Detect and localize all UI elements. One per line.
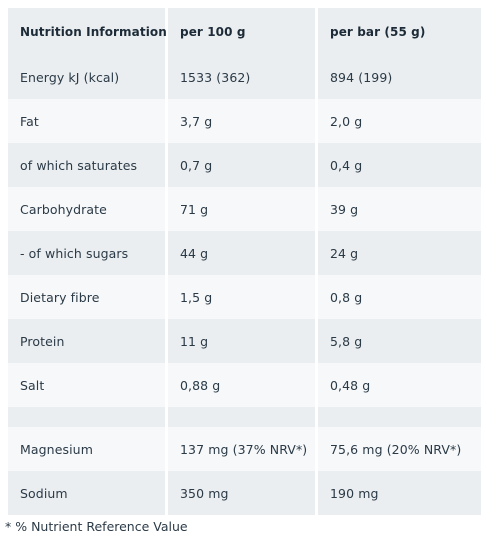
row-label: Protein [8, 319, 168, 363]
row-value-per-100g: 1,5 g [168, 275, 318, 319]
row-label: Salt [8, 363, 168, 407]
row-value-per-bar: 39 g [318, 187, 481, 231]
row-label: Carbohydrate [8, 187, 168, 231]
row-value-per-bar: 0,4 g [318, 143, 481, 187]
footnote: * % Nutrient Reference Value [5, 519, 188, 534]
row-value-per-100g: 0,7 g [168, 143, 318, 187]
row-value-per-bar: 894 (199) [318, 55, 481, 99]
row-value-per-bar: 190 mg [318, 471, 481, 515]
header-nutrition-information: Nutrition Information [8, 8, 168, 55]
header-per-100g: per 100 g [168, 8, 318, 55]
row-value-per-100g: 1533 (362) [168, 55, 318, 99]
row-label [8, 407, 168, 427]
row-value-per-bar: 2,0 g [318, 99, 481, 143]
row-value-per-100g: 0,88 g [168, 363, 318, 407]
row-label: Sodium [8, 471, 168, 515]
row-value-per-100g: 137 mg (37% NRV*) [168, 427, 318, 471]
row-label: Magnesium [8, 427, 168, 471]
row-value-per-bar: 24 g [318, 231, 481, 275]
row-value-per-100g [168, 407, 318, 427]
row-value-per-bar: 5,8 g [318, 319, 481, 363]
row-value-per-100g: 71 g [168, 187, 318, 231]
row-value-per-bar [318, 407, 481, 427]
row-value-per-bar: 0,48 g [318, 363, 481, 407]
row-value-per-100g: 11 g [168, 319, 318, 363]
row-label: Dietary fibre [8, 275, 168, 319]
row-value-per-100g: 44 g [168, 231, 318, 275]
row-value-per-bar: 75,6 mg (20% NRV*) [318, 427, 481, 471]
row-value-per-100g: 350 mg [168, 471, 318, 515]
row-label: Energy kJ (kcal) [8, 55, 168, 99]
header-per-bar: per bar (55 g) [318, 8, 481, 55]
row-label: - of which sugars [8, 231, 168, 275]
nutrition-table: Nutrition Information per 100 g per bar … [8, 8, 481, 515]
row-label: of which saturates [8, 143, 168, 187]
row-label: Fat [8, 99, 168, 143]
row-value-per-bar: 0,8 g [318, 275, 481, 319]
row-value-per-100g: 3,7 g [168, 99, 318, 143]
